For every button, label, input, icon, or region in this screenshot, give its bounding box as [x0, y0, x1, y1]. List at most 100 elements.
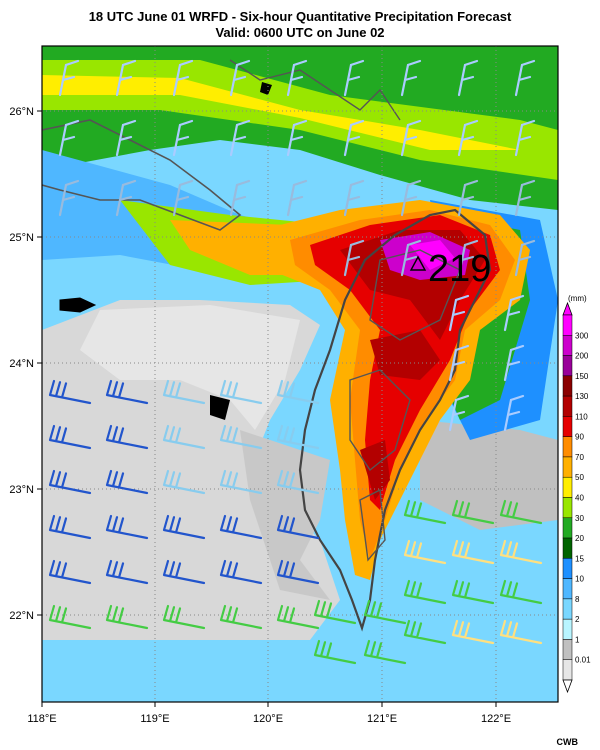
- legend-swatch: [562, 497, 573, 519]
- legend-swatch: [562, 395, 573, 417]
- wind-barb: [105, 559, 149, 585]
- legend-swatch: [562, 558, 573, 579]
- wind-barb: [363, 639, 407, 665]
- map-grid: [42, 46, 558, 702]
- wind-barb: [276, 514, 320, 540]
- wind-barb: [219, 604, 263, 630]
- legend-level-label: 110: [575, 412, 588, 421]
- wind-barb: [276, 559, 320, 585]
- wind-barb: [162, 424, 206, 450]
- wind-barb: [48, 559, 92, 585]
- wind-barb: [276, 379, 320, 405]
- legend-swatch: [562, 436, 573, 458]
- lon-tick-label: 120°E: [253, 713, 283, 725]
- lon-tick-label: 122°E: [481, 713, 511, 725]
- wind-barb: [503, 294, 525, 332]
- wind-barb: [58, 59, 80, 97]
- wind-barb: [457, 239, 479, 277]
- wind-barb: [503, 394, 525, 432]
- wind-barb: [499, 619, 543, 645]
- lon-tick-label: 119°E: [140, 713, 169, 725]
- wind-barb: [58, 179, 80, 217]
- wind-barb: [503, 344, 525, 382]
- lon-tick-label: 118°E: [27, 713, 56, 725]
- legend-swatch: [562, 416, 573, 437]
- legend-level-label: 70: [575, 453, 584, 462]
- legend-level-label: 2: [575, 615, 580, 624]
- legend-level-label: 8: [575, 595, 580, 604]
- wind-barb: [162, 604, 206, 630]
- plot-frame: [41, 45, 559, 703]
- legend-swatch: [562, 578, 573, 600]
- legend-swatch: [562, 639, 573, 660]
- taiwan-outline: [298, 208, 492, 632]
- wind-barb: [499, 499, 543, 525]
- legend-top-arrow: [562, 301, 573, 316]
- wind-barb: [229, 119, 251, 157]
- legend-level-label: 150: [575, 372, 589, 381]
- legend-level-label: 130: [575, 392, 589, 401]
- wind-barb: [400, 119, 422, 157]
- wind-barb: [276, 424, 320, 450]
- wind-barb: [400, 179, 422, 217]
- legend-swatch: [562, 618, 573, 640]
- wind-barb: [457, 179, 479, 217]
- wind-barb: [343, 239, 365, 277]
- legend-swatch: [562, 476, 573, 498]
- wind-barb: [514, 119, 536, 157]
- wind-barb: [172, 59, 194, 97]
- wind-barb: [105, 379, 149, 405]
- wind-barb: [48, 379, 92, 405]
- lon-tick-label: 121°E: [367, 713, 397, 725]
- wind-barb: [105, 514, 149, 540]
- lat-tick-label: 25°N: [9, 232, 34, 244]
- wind-barb: [105, 424, 149, 450]
- map-plot-area: 219: [42, 46, 558, 702]
- legend-swatch: [562, 375, 573, 397]
- wind-barb: [219, 379, 263, 405]
- title-line-2: Valid: 0600 UTC on June 02: [215, 25, 385, 40]
- wind-barb: [219, 559, 263, 585]
- wind-barb: [448, 394, 470, 432]
- wind-barb: [172, 119, 194, 157]
- wind-barb: [48, 514, 92, 540]
- legend-swatch: [562, 355, 573, 377]
- lat-axis: 26°N 25°N 24°N 23°N 22°N: [9, 106, 34, 622]
- wind-barb: [313, 639, 357, 665]
- wind-barb: [58, 119, 80, 157]
- wind-barb: [451, 579, 495, 605]
- max-precip-annotation: 219: [409, 248, 491, 290]
- wind-barb: [219, 514, 263, 540]
- legend-level-label: 20: [575, 534, 584, 543]
- wind-barb: [115, 179, 137, 217]
- wind-barb: [172, 179, 194, 217]
- lon-axis: 118°E 119°E 120°E 121°E 122°E: [27, 713, 511, 725]
- wind-barb: [105, 469, 149, 495]
- wind-barb: [400, 59, 422, 97]
- wind-barb: [403, 619, 447, 645]
- wind-barb: [286, 179, 308, 217]
- wind-barb: [457, 119, 479, 157]
- wind-barb: [229, 59, 251, 97]
- legend-swatch: [562, 314, 573, 336]
- wind-barb: [286, 119, 308, 157]
- precip-legend: (mm) 300 200 150 130 110 90 70 50 40 30 20 15 10 8 2 1 0…: [562, 294, 591, 694]
- lat-tick-label: 23°N: [9, 484, 34, 496]
- wind-barb: [451, 619, 495, 645]
- wind-barb: [48, 424, 92, 450]
- legend-level-label: 300: [575, 331, 589, 340]
- wind-barb: [286, 59, 308, 97]
- credit-label: CWB: [556, 737, 579, 747]
- legend-swatch: [562, 456, 573, 478]
- wind-barb: [363, 599, 407, 625]
- wind-barb: [403, 499, 447, 525]
- legend-level-label: 50: [575, 473, 584, 482]
- wind-barb: [448, 344, 470, 382]
- legend-level-label: 10: [575, 575, 584, 584]
- legend-swatch: [562, 598, 573, 620]
- wind-barb: [162, 559, 206, 585]
- legend-level-label: 15: [575, 554, 584, 563]
- legend-level-label: 0.01: [575, 656, 591, 665]
- wind-barb: [48, 604, 92, 630]
